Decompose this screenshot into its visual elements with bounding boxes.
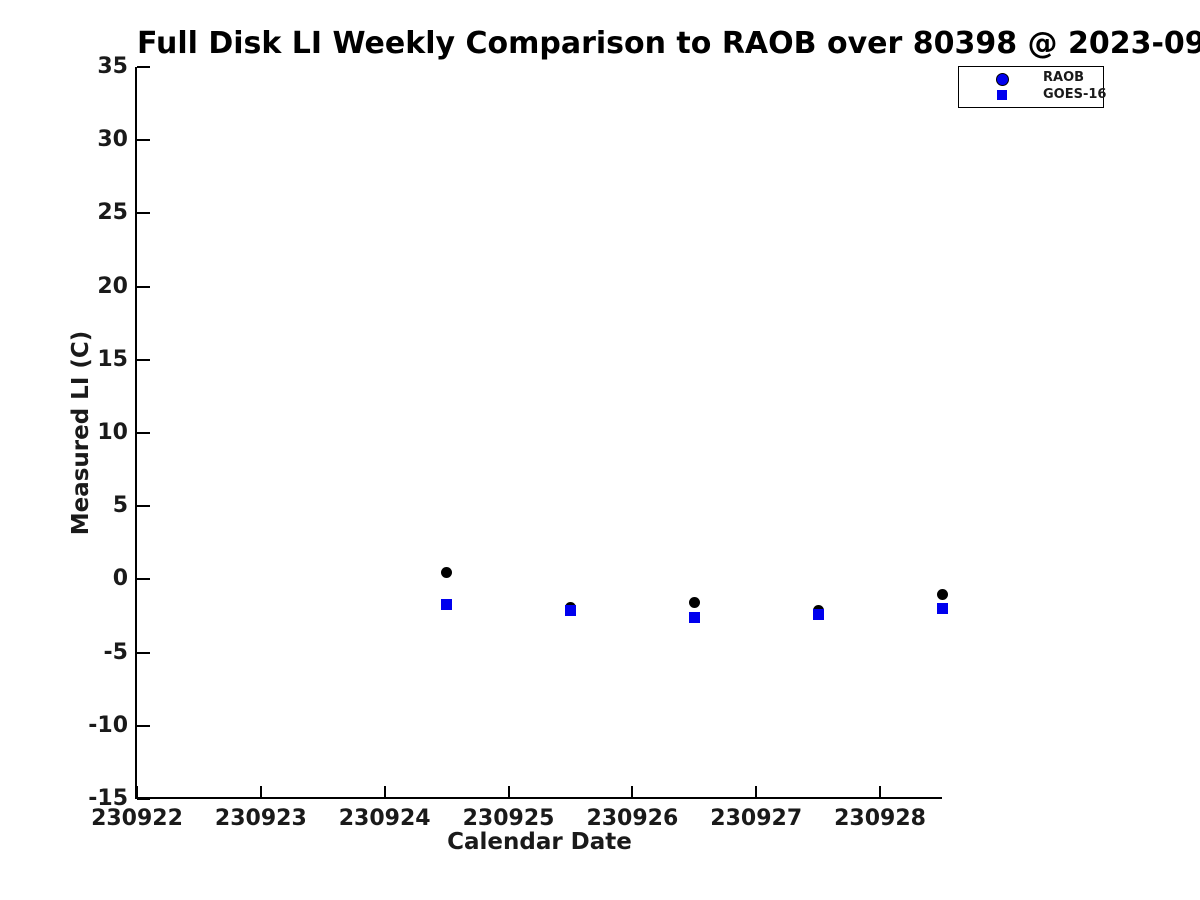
data-point-goes16 xyxy=(812,609,824,621)
x-axis-label: Calendar Date xyxy=(447,829,632,855)
x-tick-label: 230924 xyxy=(338,806,431,831)
x-tick-mark xyxy=(383,786,386,799)
y-tick-mark xyxy=(137,505,150,508)
goes16-square-marker-icon xyxy=(997,90,1007,100)
data-point-goes16 xyxy=(688,611,700,623)
y-axis-line xyxy=(135,67,137,799)
y-tick-mark xyxy=(137,578,150,581)
chart-title: Full Disk LI Weekly Comparison to RAOB o… xyxy=(137,26,1200,61)
y-tick-mark xyxy=(137,358,150,361)
x-tick-mark xyxy=(879,786,882,799)
y-tick-mark xyxy=(137,285,150,288)
data-point-raob xyxy=(936,588,948,600)
x-tick-label: 230926 xyxy=(586,806,679,831)
x-tick-label: 230927 xyxy=(710,806,803,831)
y-tick-label: 0 xyxy=(112,566,128,592)
data-point-raob xyxy=(441,566,453,578)
y-tick-label: 30 xyxy=(97,127,128,153)
x-axis-line xyxy=(135,797,942,799)
y-tick-label: 25 xyxy=(97,200,128,226)
data-point-goes16 xyxy=(564,604,576,616)
y-tick-mark xyxy=(137,212,150,215)
data-point-raob xyxy=(688,597,700,609)
y-tick-mark xyxy=(137,66,150,68)
y-tick-label: 35 xyxy=(97,54,128,79)
x-tick-label: 230928 xyxy=(834,806,926,831)
legend-label-raob: RAOB xyxy=(1043,70,1085,85)
x-tick-mark xyxy=(507,786,510,799)
x-tick-mark xyxy=(136,786,138,799)
y-tick-label: -15 xyxy=(88,786,128,811)
x-tick-mark xyxy=(259,786,262,799)
y-tick-label: 20 xyxy=(97,273,128,299)
y-tick-label: -5 xyxy=(103,639,128,665)
y-tick-label: 5 xyxy=(112,493,128,519)
data-point-goes16 xyxy=(936,603,948,615)
x-tick-label: 230922 xyxy=(91,806,183,831)
x-tick-label: 230925 xyxy=(462,806,555,831)
x-tick-mark xyxy=(755,786,758,799)
y-tick-label: 15 xyxy=(97,346,128,372)
raob-circle-marker-icon xyxy=(996,73,1009,86)
y-tick-mark xyxy=(137,724,150,727)
y-tick-label: 10 xyxy=(97,420,128,445)
data-point-goes16 xyxy=(441,598,453,610)
x-tick-mark xyxy=(631,786,634,799)
y-tick-mark xyxy=(137,798,150,800)
y-tick-mark xyxy=(137,432,150,434)
y-tick-mark xyxy=(137,139,150,142)
y-tick-mark xyxy=(137,651,150,654)
legend: RAOB GOES-16 xyxy=(958,66,1107,108)
legend-label-goes16: GOES-16 xyxy=(1043,87,1107,102)
y-tick-label: -10 xyxy=(88,712,128,738)
x-tick-label: 230923 xyxy=(214,806,307,831)
y-axis-label: Measured LI (C) xyxy=(68,330,94,536)
